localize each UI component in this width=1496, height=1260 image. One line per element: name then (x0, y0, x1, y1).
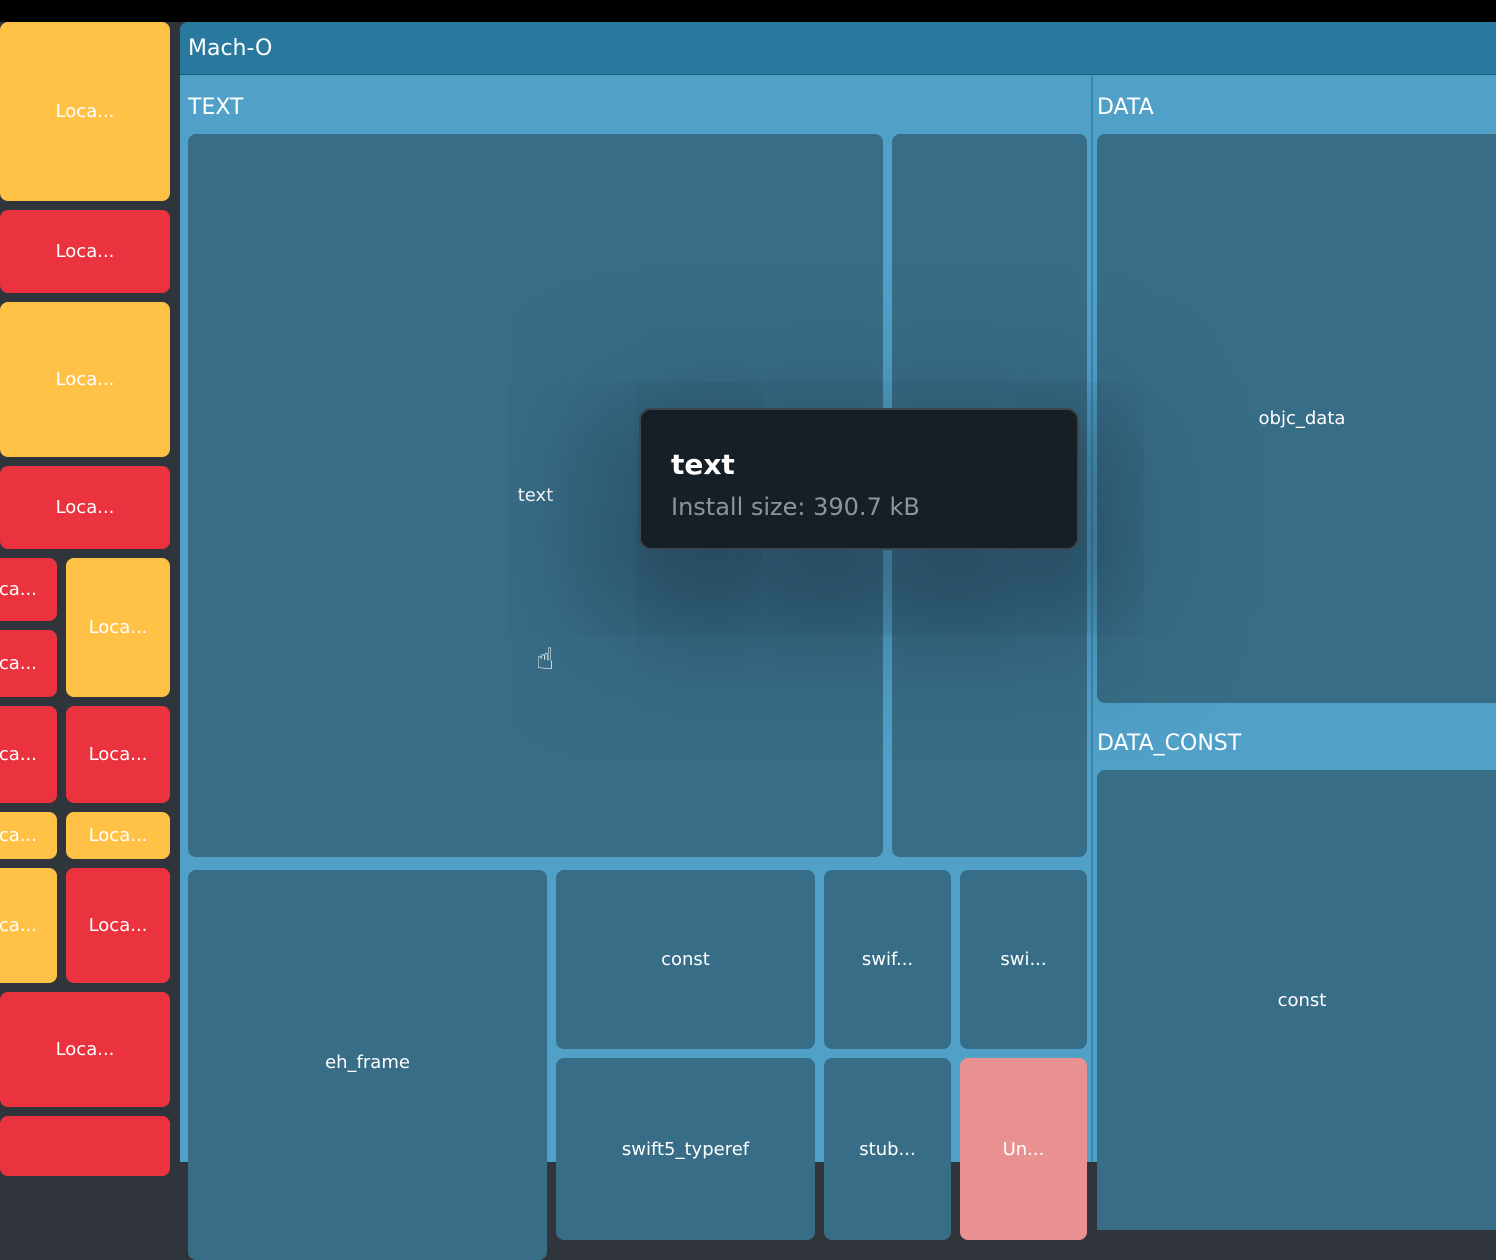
treemap-tile-stub[interactable]: stub... (824, 1058, 951, 1240)
tile-label: Un... (1002, 1138, 1045, 1160)
treemap-tile-swift5-typeref[interactable]: swift5_typeref (556, 1058, 815, 1240)
treemap-tile[interactable]: ca... (0, 868, 57, 983)
tile-label: Loca... (88, 617, 148, 638)
treemap-tile[interactable]: Loca... (66, 868, 170, 983)
tile-label: Loca... (55, 497, 115, 518)
tile-label: swif... (861, 949, 914, 970)
tile-label: Loca... (55, 369, 115, 390)
treemap-tile[interactable]: ca... (0, 812, 57, 859)
hand-pointer-cursor-icon: ☝ (536, 642, 555, 677)
treemap-tile-objc-data[interactable]: objc_data (1097, 134, 1496, 703)
tile-label: ca... (0, 653, 37, 674)
data-group-header[interactable]: DATA (1097, 94, 1154, 120)
treemap-tile[interactable]: Loca... (66, 558, 170, 697)
tile-label: Loca... (88, 825, 148, 846)
tile-label: ca... (0, 744, 37, 765)
window-top-bar (0, 0, 1496, 22)
tile-label: Loca... (88, 744, 148, 765)
data-const-group-header[interactable]: DATA_CONST (1097, 730, 1242, 756)
tile-label: text (517, 485, 554, 506)
tile-label: const (1277, 989, 1327, 1011)
tile-label: Loca... (55, 241, 115, 262)
treemap-tile[interactable]: Loca... (66, 812, 170, 859)
treemap-tile[interactable]: Loca... (66, 706, 170, 803)
treemap-tile[interactable]: Loca... (0, 466, 170, 549)
tile-label: Loca... (55, 1039, 115, 1060)
tile-label: Loca... (88, 915, 148, 936)
treemap-tile[interactable]: ca... (0, 558, 57, 621)
tile-label: eh_frame (325, 1052, 410, 1073)
treemap-tile[interactable]: Loca... (0, 992, 170, 1107)
treemap-tile-swi[interactable]: swi... (960, 870, 1087, 1049)
tile-label: objc_data (1258, 408, 1346, 429)
tile-label: swi... (1000, 949, 1047, 970)
tile-label: Loca... (55, 101, 115, 122)
treemap-tile[interactable]: ca... (0, 706, 57, 803)
tile-label: swift5_typeref (621, 1138, 750, 1160)
treemap-tile-swif[interactable]: swif... (824, 870, 951, 1049)
treemap-tile[interactable]: Loca... (0, 210, 170, 293)
tile-label: const (661, 949, 710, 970)
tooltip-title: text (671, 448, 735, 481)
tile-label: ca... (0, 825, 37, 846)
treemap-tile[interactable]: ca... (0, 630, 57, 697)
treemap-tile-data-const[interactable]: const (1097, 770, 1496, 1230)
tile-label: stub... (859, 1138, 916, 1160)
tile-label: ca... (0, 915, 37, 936)
treemap-tile-const[interactable]: const (556, 870, 815, 1049)
tooltip-install-size: Install size: 390.7 kB (671, 493, 920, 521)
group-divider (1091, 76, 1093, 1162)
treemap-tile[interactable]: Loca... (0, 302, 170, 457)
macho-header[interactable]: Mach-O (180, 22, 1496, 75)
tooltip: text Install size: 390.7 kB (639, 408, 1079, 550)
tile-label: ca... (0, 579, 37, 600)
treemap-tile-unknown[interactable]: Un... (960, 1058, 1087, 1240)
text-group-header[interactable]: TEXT (188, 94, 244, 120)
treemap-tile[interactable] (0, 1116, 170, 1176)
treemap-tile[interactable]: Loca... (0, 22, 170, 201)
treemap-tile-eh-frame[interactable]: eh_frame (188, 870, 547, 1260)
